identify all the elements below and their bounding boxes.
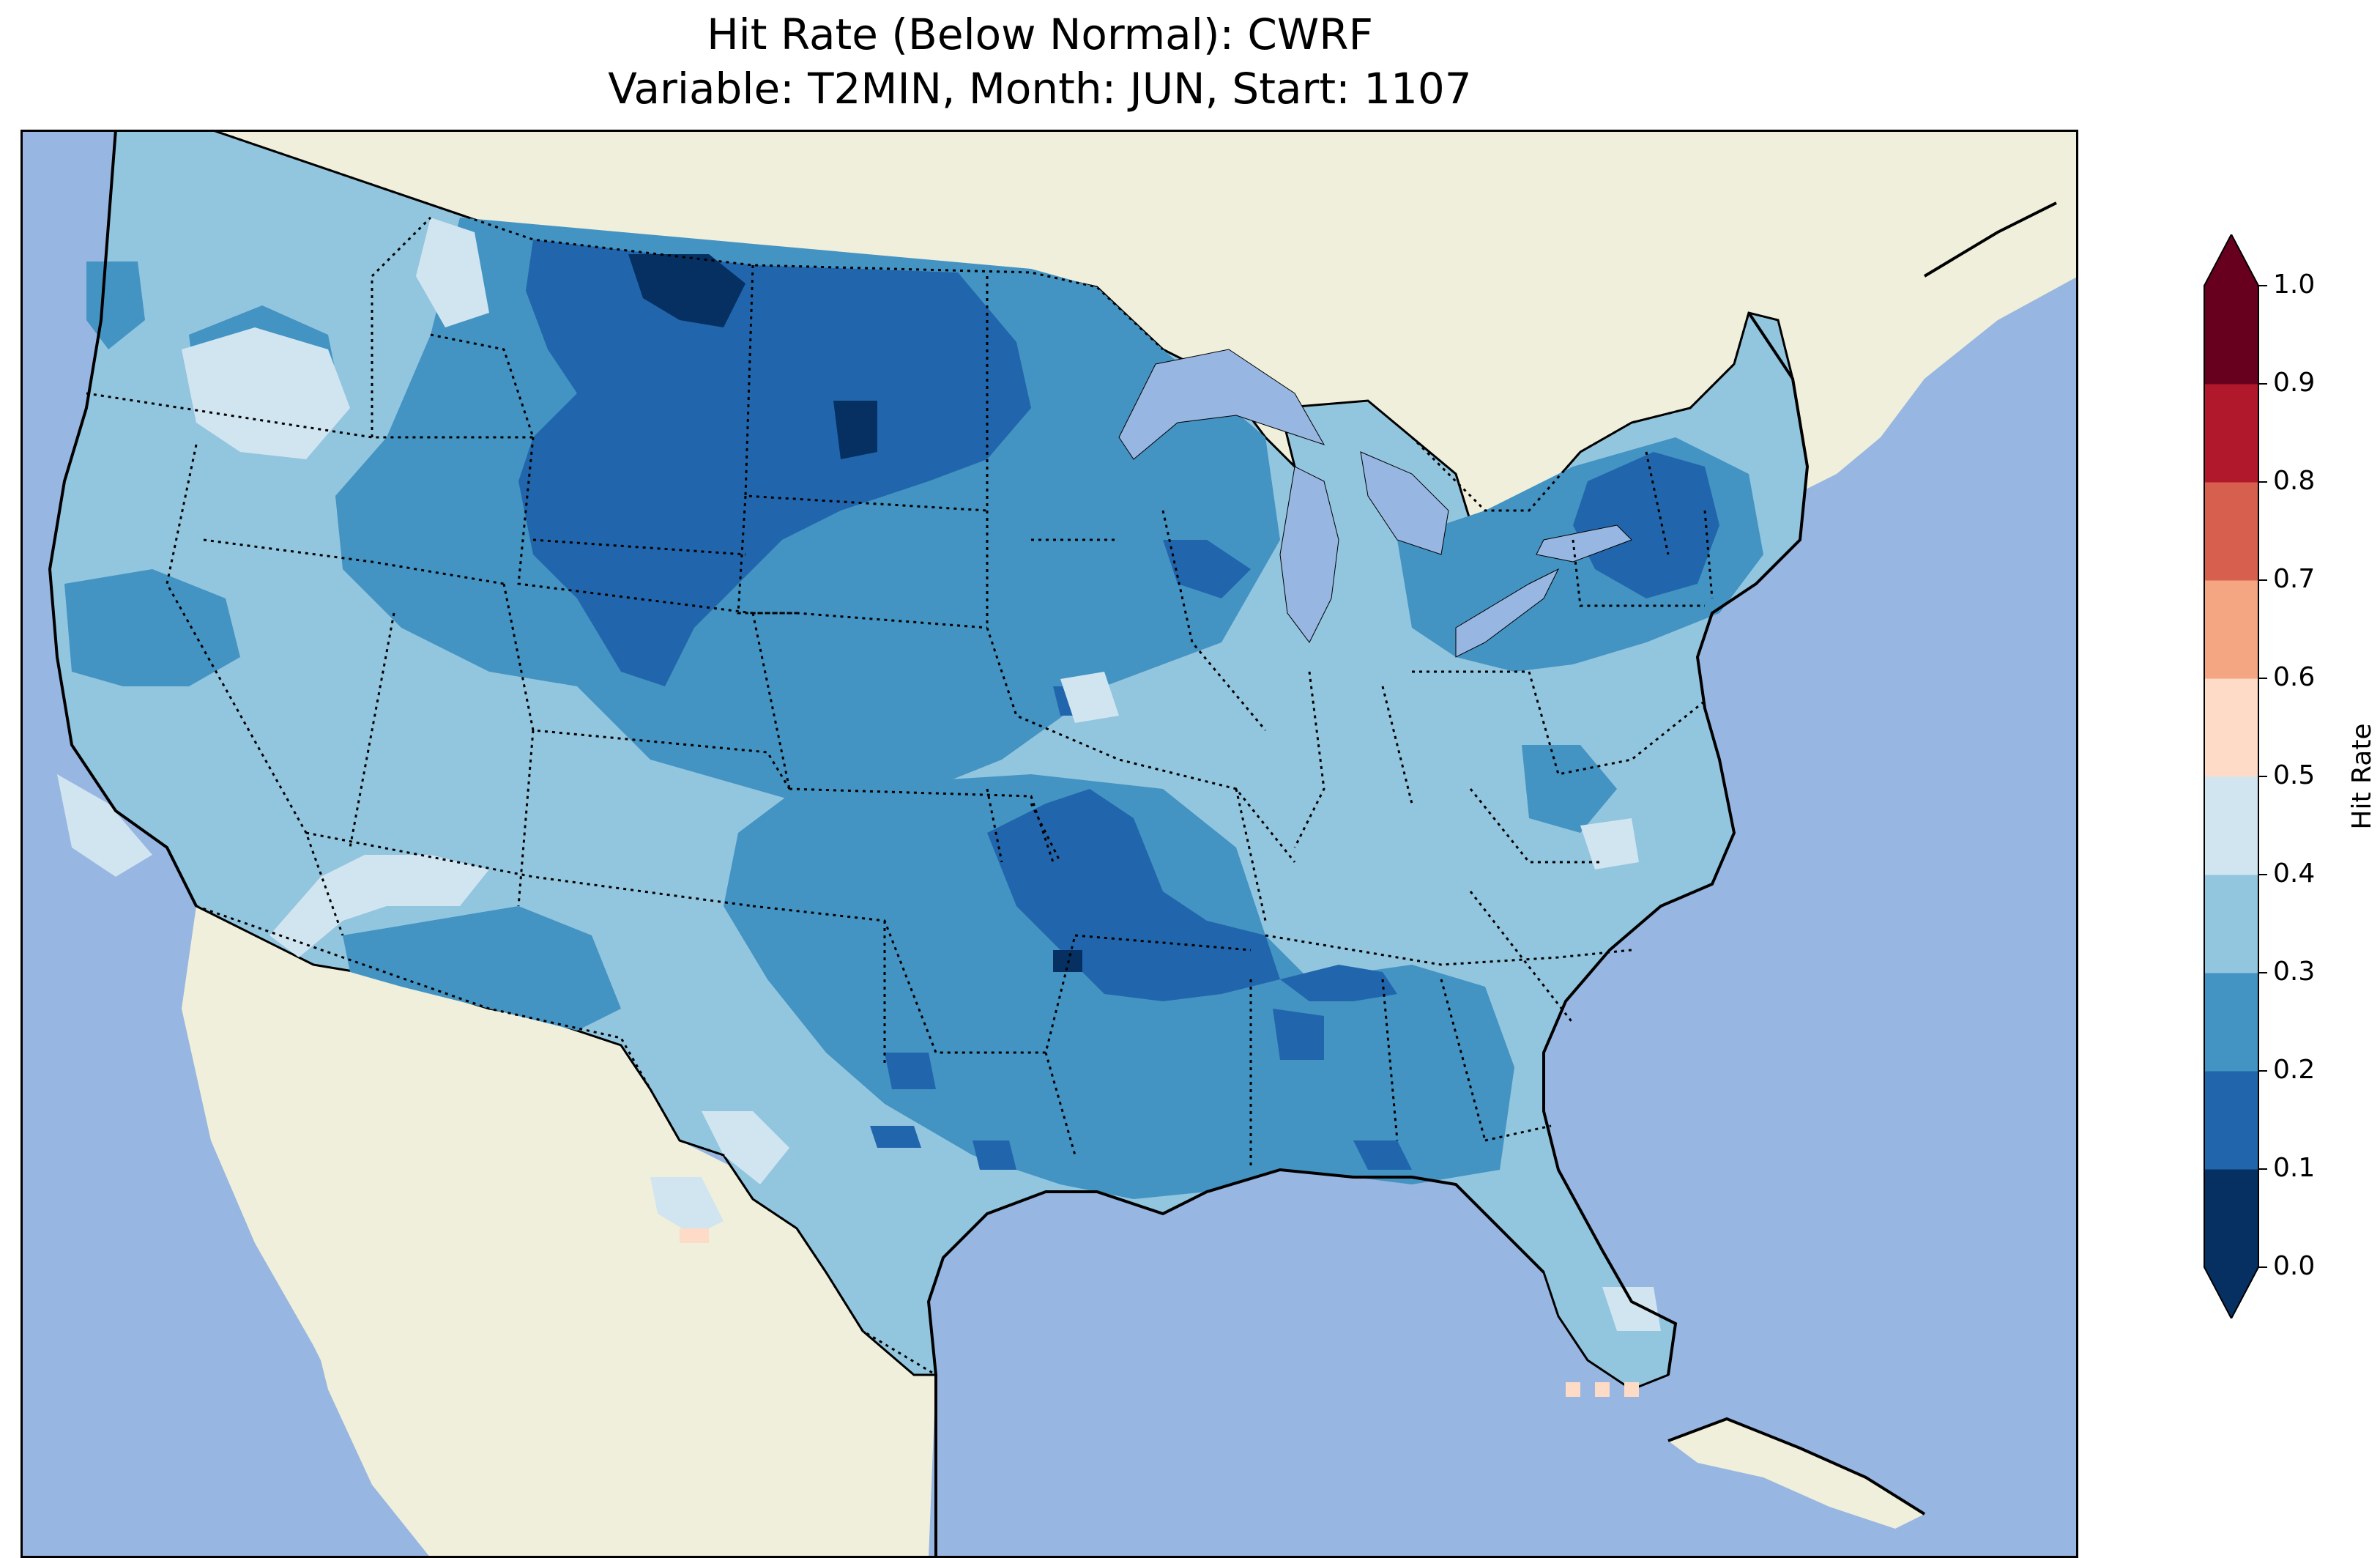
colorbar-swatch-0.7-0.8 — [2204, 482, 2258, 581]
colorbar-tick-label: 0.7 — [2273, 564, 2315, 594]
colorbar-tick-label: 0.4 — [2273, 858, 2315, 889]
colorbar-tick-label: 0.8 — [2273, 466, 2315, 496]
colorbar-label: Hit Rate — [2347, 723, 2373, 829]
colorbar-tick-label: 0.1 — [2273, 1153, 2315, 1183]
colorbar-tick-label: 0.0 — [2273, 1251, 2315, 1281]
colorbar-tick-label: 0.2 — [2273, 1055, 2315, 1085]
colorbar-swatch-0.1-0.2 — [2204, 1071, 2258, 1170]
colorbar-tick-label: 0.3 — [2273, 957, 2315, 987]
contour-map — [21, 130, 2078, 1558]
colorbar-swatch-0.4-0.5 — [2204, 776, 2258, 875]
colorbar-swatch-0.6-0.7 — [2204, 580, 2258, 679]
colorbar-extend-min — [2204, 1267, 2258, 1318]
great-lakes — [1118, 349, 1632, 658]
colorbar-tick-label: 0.6 — [2273, 662, 2315, 692]
colorbar-swatch-0.9-1.0 — [2204, 286, 2258, 385]
colorbar: 0.0 0.1 0.2 0.3 0.4 0.5 0.6 0.7 0.8 0.9 1.0 Hit Ra… — [2204, 234, 2373, 1318]
chart-subtitle: Variable: T2MIN, Month: JUN, Start: 1107 — [608, 64, 1472, 114]
baja-land — [182, 906, 431, 1521]
state-borders — [86, 216, 1714, 1170]
coastlines — [48, 130, 2057, 1558]
colorbar-tick-label: 1.0 — [2273, 270, 2315, 300]
colorbar-tick-label: 0.5 — [2273, 760, 2315, 790]
colorbar-swatch-0.2-0.3 — [2204, 973, 2258, 1072]
hit-rate-fill — [57, 218, 1763, 1397]
chart-title: Hit Rate (Below Normal): CWRF — [707, 10, 1373, 59]
colorbar-swatch-0.0-0.1 — [2204, 1169, 2258, 1268]
colorbar-tick-label: 0.9 — [2273, 368, 2315, 398]
colorbar-ticks: 0.0 0.1 0.2 0.3 0.4 0.5 0.6 0.7 0.8 0.9 1.0 — [2258, 270, 2315, 1281]
colorbar-swatches — [2204, 234, 2259, 1318]
us-canada-border — [210, 130, 1750, 512]
colorbar-swatch-0.3-0.4 — [2204, 875, 2258, 973]
colorbar-extend-max — [2204, 234, 2258, 286]
colorbar-swatch-0.5-0.6 — [2204, 678, 2258, 777]
colorbar-swatch-0.8-0.9 — [2204, 384, 2258, 483]
